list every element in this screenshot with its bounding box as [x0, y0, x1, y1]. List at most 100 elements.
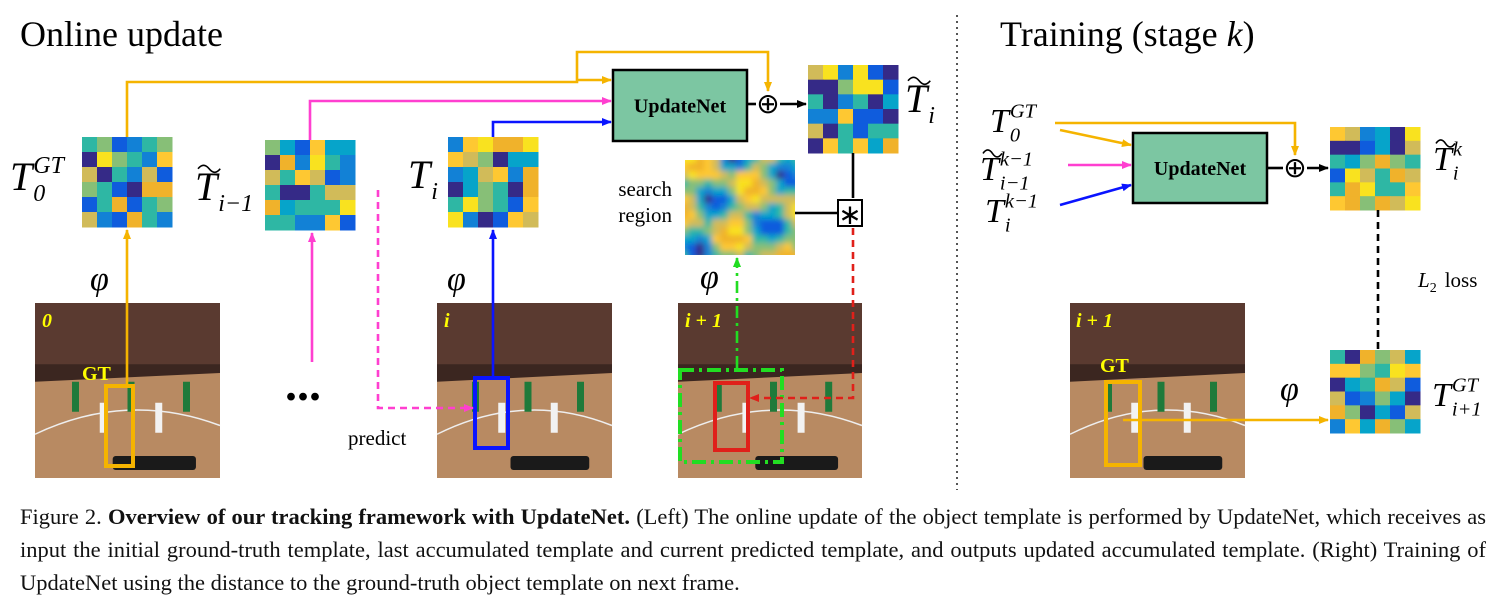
player	[524, 381, 532, 412]
map-cell	[800, 179, 809, 188]
map-cell	[728, 243, 737, 252]
template-subscript: 0	[33, 181, 45, 207]
player	[714, 381, 722, 412]
map-cell	[1345, 363, 1361, 379]
map-cell	[792, 243, 795, 252]
tilde	[907, 76, 931, 86]
map-cell	[1345, 182, 1361, 197]
map-cell	[493, 182, 509, 198]
map-cell	[508, 197, 524, 213]
map-cell	[688, 227, 697, 236]
map-cell	[1405, 391, 1421, 406]
map-cell	[720, 227, 729, 236]
map-cell	[752, 243, 761, 252]
map-cell	[704, 203, 713, 212]
map-cell	[744, 211, 753, 220]
player	[1183, 402, 1191, 433]
map-cell	[784, 195, 793, 204]
map-cell	[744, 171, 753, 180]
map-cell	[800, 243, 809, 252]
map-cell	[157, 137, 173, 153]
map-cell	[696, 219, 705, 228]
map-cell	[463, 137, 479, 153]
map-cell	[800, 171, 809, 180]
player	[72, 381, 79, 412]
map-cell	[493, 212, 509, 228]
map-cell	[142, 182, 158, 198]
map-cell	[478, 152, 494, 168]
template-symbol: T	[990, 103, 1011, 140]
map-cell	[1330, 154, 1346, 169]
map-cell	[685, 227, 689, 236]
map-cell	[728, 160, 737, 164]
map-cell	[127, 182, 143, 198]
map-cell	[784, 179, 793, 188]
map-cell	[720, 211, 729, 220]
map-cell	[325, 155, 341, 171]
map-cell	[704, 251, 713, 255]
map-cell	[1375, 391, 1391, 406]
gt-label: GT	[1100, 355, 1130, 377]
map-cell	[1390, 154, 1406, 169]
map-cell	[704, 211, 713, 220]
module-box	[611, 68, 749, 143]
map-cell	[838, 138, 854, 154]
template-superscript: GT	[1452, 375, 1480, 397]
map-cell	[712, 243, 721, 252]
arrow	[308, 97, 612, 140]
map-cell	[1405, 350, 1421, 365]
map-cell	[720, 163, 729, 172]
map-cell	[704, 235, 713, 244]
feature-symbol: φ	[700, 259, 719, 296]
map-cell	[853, 94, 869, 110]
map-cell	[82, 152, 98, 168]
template-subscript: i−1	[218, 191, 253, 217]
map-cell	[685, 187, 689, 196]
map-cell	[1360, 168, 1376, 183]
map-cell	[760, 211, 769, 220]
map-cell	[1390, 182, 1406, 197]
map-cell	[752, 211, 761, 220]
right-title-suffix: )	[1243, 14, 1255, 54]
map-cell	[265, 215, 281, 231]
map-cell	[768, 179, 777, 188]
map-cell	[310, 185, 326, 201]
template-subscript: i	[1453, 163, 1459, 185]
search-map-inner	[685, 160, 809, 268]
map-cell	[728, 195, 737, 204]
map-cell	[685, 179, 689, 188]
map-cell	[752, 251, 761, 255]
map-cell	[768, 243, 777, 252]
map-cell	[1345, 196, 1361, 211]
map-cell	[1375, 363, 1391, 379]
feature-symbol: φ	[1280, 371, 1299, 408]
map-cell	[82, 212, 98, 228]
map-cell	[838, 65, 854, 81]
map-cell	[800, 203, 809, 212]
map-cell	[784, 211, 793, 220]
template-symbol: T	[980, 151, 1001, 188]
map-cell	[853, 79, 869, 95]
map-cell	[720, 195, 729, 204]
player	[155, 402, 163, 433]
map-cell	[1360, 127, 1376, 142]
map-cell	[760, 187, 769, 196]
map-cell	[1360, 405, 1376, 420]
map-cell	[792, 219, 795, 228]
map-cell	[704, 227, 713, 236]
map-cell	[112, 212, 128, 228]
map-cell	[1405, 419, 1421, 434]
map-cell	[712, 211, 721, 220]
map-cell	[112, 152, 128, 168]
map-cell	[744, 235, 753, 244]
map-cell	[157, 212, 173, 228]
map-cell	[712, 195, 721, 204]
map-cell	[868, 79, 884, 95]
map-cell	[792, 171, 795, 180]
map-cell	[696, 243, 705, 252]
map-cell	[728, 259, 737, 268]
map-cell	[97, 152, 113, 168]
map-cell	[776, 243, 785, 252]
map-cell	[688, 187, 697, 196]
map-cell	[685, 251, 689, 255]
